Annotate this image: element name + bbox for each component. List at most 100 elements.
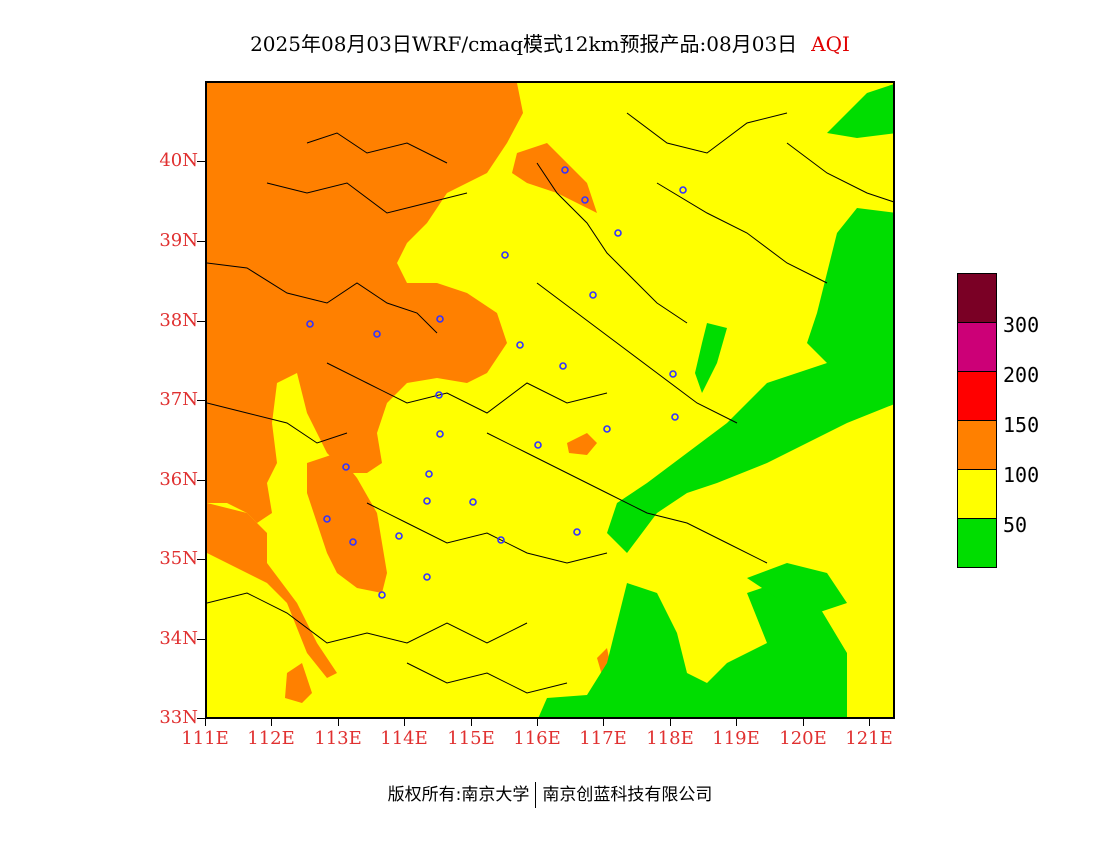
lat-label-39: 39N [159,230,198,251]
map-canvas [207,83,893,717]
footer-company: 南京创蓝科技有限公司 [542,785,713,805]
legend-swatch-sensitive [957,420,997,470]
station-marker-icon [423,497,431,505]
station-marker-icon [573,528,581,536]
chart-title: 2025年08月03日WRF/cmaq模式12km预报产品:08月03日 AQI [0,28,1100,57]
station-marker-icon [581,196,589,204]
legend-swatch-good [957,518,997,568]
lon-tick-mark [338,719,339,726]
lon-tick-mark [404,719,405,726]
orange-region-east-spot [567,433,597,455]
lon-label-119: 119E [712,728,760,749]
footer-copyright: 版权所有:南京大学 [387,785,530,805]
legend-swatch-unhealthy [957,371,997,421]
station-marker-icon [425,470,433,478]
station-marker-icon [423,573,431,581]
lat-tick-mark [197,321,205,322]
orange-region-north-blob [512,143,597,213]
lat-tick-mark [197,241,205,242]
station-marker-icon [516,341,524,349]
legend-swatch-hazardous [957,273,997,323]
orange-region-central-south [307,453,387,593]
lat-label-37: 37N [159,389,198,410]
lon-tick-mark [471,719,472,726]
boundary-lines [207,112,893,694]
station-marker-icon [603,425,611,433]
station-marker-icon [435,391,443,399]
lon-tick-mark [869,719,870,726]
lon-tick-mark [271,719,272,726]
station-marker-icon [497,536,505,544]
aqi-map[interactable] [205,81,895,719]
legend-swatch-very-unhealthy [957,322,997,372]
station-marker-icon [501,251,509,259]
lon-tick-mark [736,719,737,726]
lon-label-111: 111E [181,728,229,749]
station-marker-icon [378,591,386,599]
legend-label-100: 100 [1003,463,1040,487]
lon-tick-mark [803,719,804,726]
station-marker-icon [395,532,403,540]
lat-label-40: 40N [159,150,198,171]
lat-tick-mark [197,718,205,719]
lat-tick-mark [197,639,205,640]
station-marker-icon [469,498,477,506]
lon-tick-mark [205,719,206,726]
station-marker-icon [679,186,687,194]
station-marker-icon [373,330,381,338]
lon-label-121: 121E [845,728,893,749]
lon-tick-mark [603,719,604,726]
lon-label-114: 114E [380,728,428,749]
orange-region-lower-spot [285,663,312,703]
station-marker-icon [671,413,679,421]
orange-region-southwest [207,503,337,678]
lat-tick-mark [197,400,205,401]
footer-separator [535,782,537,808]
lon-label-118: 118E [646,728,694,749]
lon-label-115: 115E [447,728,495,749]
station-marker-icon [614,229,622,237]
orange-region-west [207,83,523,523]
lat-label-38: 38N [159,310,198,331]
title-variable: AQI [811,32,850,56]
green-region-south [538,583,847,717]
legend-label-300: 300 [1003,313,1040,337]
lon-tick-mark [670,719,671,726]
lon-label-116: 116E [513,728,561,749]
title-main: 2025年08月03日WRF/cmaq模式12km预报产品:08月03日 [250,32,798,56]
lon-label-120: 120E [779,728,827,749]
station-marker-icon [436,430,444,438]
station-marker-icon [534,441,542,449]
color-legend [957,273,997,568]
lat-tick-mark [197,559,205,560]
lat-tick-mark [197,480,205,481]
legend-label-200: 200 [1003,363,1040,387]
station-marker-icon [323,515,331,523]
lon-label-117: 117E [579,728,627,749]
footer: 版权所有:南京大学 南京创蓝科技有限公司 [0,780,1100,808]
lon-label-112: 112E [247,728,295,749]
lat-label-34: 34N [159,628,198,649]
green-region-southeast [747,563,847,613]
lat-label-36: 36N [159,469,198,490]
station-marker-icon [669,370,677,378]
legend-label-50: 50 [1003,513,1028,537]
station-marker-icon [559,362,567,370]
lon-tick-mark [537,719,538,726]
station-marker-icon [342,463,350,471]
station-marker-icon [349,538,357,546]
legend-swatch-moderate [957,469,997,519]
station-marker-icon [306,320,314,328]
station-markers [306,166,687,599]
lat-tick-mark [197,161,205,162]
green-region-coast [607,208,893,553]
station-marker-icon [561,166,569,174]
green-region-northeast [827,84,893,138]
station-marker-icon [436,315,444,323]
green-region-inland [695,323,727,393]
lat-label-35: 35N [159,548,198,569]
lon-label-113: 113E [314,728,362,749]
station-marker-icon [589,291,597,299]
lat-label-33: 33N [159,707,198,728]
legend-label-150: 150 [1003,413,1040,437]
